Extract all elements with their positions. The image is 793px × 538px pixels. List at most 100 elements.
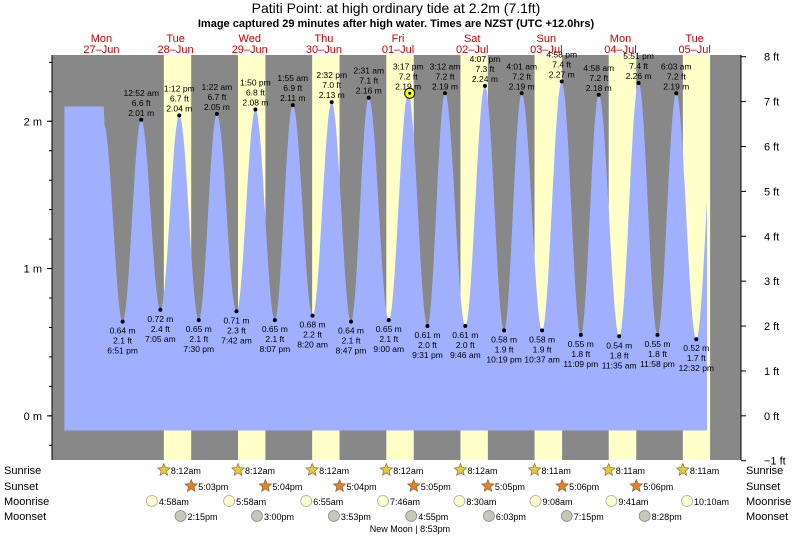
high-tide-dot [559, 79, 564, 84]
moonrise-time: 9:08am [542, 497, 572, 507]
high-tide-dot [482, 83, 487, 88]
moonrise-time: 5:58am [236, 497, 266, 507]
high-tide-time: 2:31 am [353, 66, 384, 76]
low-tide-metres: 0.65 m [186, 324, 212, 334]
moonrise-time: 8:30am [466, 497, 496, 507]
low-tide-metres: 0.61 m [452, 330, 478, 340]
sun-star-icon [406, 478, 421, 492]
low-tide-dot [120, 319, 125, 324]
left-tick-label: 1 m [24, 264, 42, 276]
day-name: Mon [610, 33, 631, 45]
row-label-right: Moonset [746, 511, 788, 523]
low-tide-dot [386, 318, 391, 323]
moonset-time: 4:55pm [418, 512, 448, 522]
low-tide-dot [502, 328, 507, 333]
low-tide-time: 7:05 am [145, 334, 176, 344]
low-tide-metres: 0.64 m [110, 326, 136, 336]
low-tide-feet: 1.8 ft [648, 349, 668, 359]
row-label-right: Sunset [746, 481, 780, 493]
high-tide-metres: 2.26 m [626, 71, 652, 81]
low-tide-feet: 2.1 ft [113, 336, 133, 346]
sun-star-icon [453, 462, 468, 476]
low-tide-feet: 2.4 ft [151, 324, 171, 334]
sun-star-icon [527, 462, 542, 476]
moonrise-time: 4:58am [159, 497, 189, 507]
high-tide-feet: 7.2 ft [589, 73, 609, 83]
low-tide-time: 10:19 pm [486, 354, 521, 364]
moonset-time: 3:00pm [264, 512, 294, 522]
chart-title: Patiti Point: at high ordinary tide at 2… [252, 0, 541, 16]
low-tide-time: 7:42 am [221, 335, 252, 345]
row-label-right: Sunrise [746, 465, 783, 477]
day-name: Wed [239, 33, 261, 45]
low-tide-time: 11:09 pm [563, 359, 598, 369]
low-tide-dot [694, 337, 699, 342]
axes: 0 m 1 m 2 m −1 ft 0 ft 1 ft 2 ft 3 ft 4 ft 5 ft 6 … [24, 52, 786, 468]
high-tide-dot [519, 91, 524, 96]
day-date: 02–Jul [456, 44, 488, 56]
low-tide-metres: 0.65 m [262, 324, 288, 334]
low-tide-feet: 2.3 ft [227, 325, 247, 335]
high-tide-feet: 6.7 ft [170, 93, 190, 103]
sun-star-icon [629, 478, 644, 492]
high-tide-time: 4:58 am [583, 63, 614, 73]
high-tide-feet: 7.1 ft [359, 76, 379, 86]
sun-star-icon [332, 478, 347, 492]
low-tide-time: 11:35 am [602, 360, 637, 370]
high-tide-feet: 7.2 ft [399, 71, 419, 81]
sunrise-time: 8:11am [616, 466, 645, 476]
low-tide-time: 8:47 pm [336, 346, 367, 356]
day-name: Tue [685, 33, 704, 45]
day-date: 28–Jun [158, 44, 194, 56]
sunset-time: 5:03pm [198, 482, 228, 492]
moon-icon [482, 510, 495, 522]
sun-star-icon [258, 478, 273, 492]
low-tide-feet: 2.1 ft [265, 334, 285, 344]
moonset-time: 7:15pm [574, 512, 604, 522]
high-tide-time: 3:12 am [430, 61, 461, 71]
high-tide-metres: 2.13 m [319, 90, 345, 100]
moonset-time: 6:03pm [496, 512, 526, 522]
high-tide-dot [214, 111, 219, 116]
low-tide-dot [617, 334, 622, 339]
sunrise-time: 8:12am [467, 466, 497, 476]
low-tide-metres: 0.61 m [414, 330, 440, 340]
sunset-time: 5:06pm [643, 482, 673, 492]
moon-icon [453, 495, 466, 507]
high-tide-metres: 2.19 m [395, 81, 421, 91]
high-tide-time: 12:52 am [123, 88, 158, 98]
right-tick-label: 8 ft [764, 52, 779, 64]
high-tide-time: 2:32 pm [316, 70, 347, 80]
day-date: 01–Jul [382, 44, 414, 56]
tide-area [64, 81, 707, 431]
low-tide-metres: 0.58 m [491, 334, 517, 344]
high-tide-feet: 7.4 ft [552, 60, 572, 70]
low-tide-dot [234, 309, 239, 314]
moon-icon [223, 495, 236, 507]
low-tide-metres: 0.68 m [300, 320, 326, 330]
day-date: 03–Jul [530, 44, 562, 56]
day-name: Thu [314, 33, 333, 45]
high-tide-time: 6:03 am [661, 61, 692, 71]
right-tick-label: 1 ft [764, 366, 779, 378]
low-tide-feet: 1.9 ft [495, 344, 515, 354]
sunset-time: 5:04pm [272, 482, 302, 492]
moon-icon [327, 510, 340, 522]
high-tide-time: 1:12 pm [164, 83, 195, 93]
low-tide-time: 11:58 pm [640, 359, 675, 369]
low-tide-dot [463, 323, 468, 328]
high-tide-dot [636, 80, 641, 85]
low-tide-metres: 0.55 m [568, 339, 594, 349]
high-tide-feet: 7.2 ft [436, 71, 456, 81]
day-name: Tue [166, 33, 185, 45]
day-date: 30–Jun [306, 44, 342, 56]
low-tide-feet: 2.1 ft [379, 334, 399, 344]
day-name: Mon [91, 33, 112, 45]
chart-subtitle: Image captured 29 minutes after high wat… [198, 18, 595, 30]
high-tide-metres: 2.01 m [128, 108, 154, 118]
low-tide-feet: 2.0 ft [418, 340, 438, 350]
low-tide-dot [310, 313, 315, 318]
sunrise-time: 8:11am [690, 466, 719, 476]
moon-icon [145, 495, 158, 507]
